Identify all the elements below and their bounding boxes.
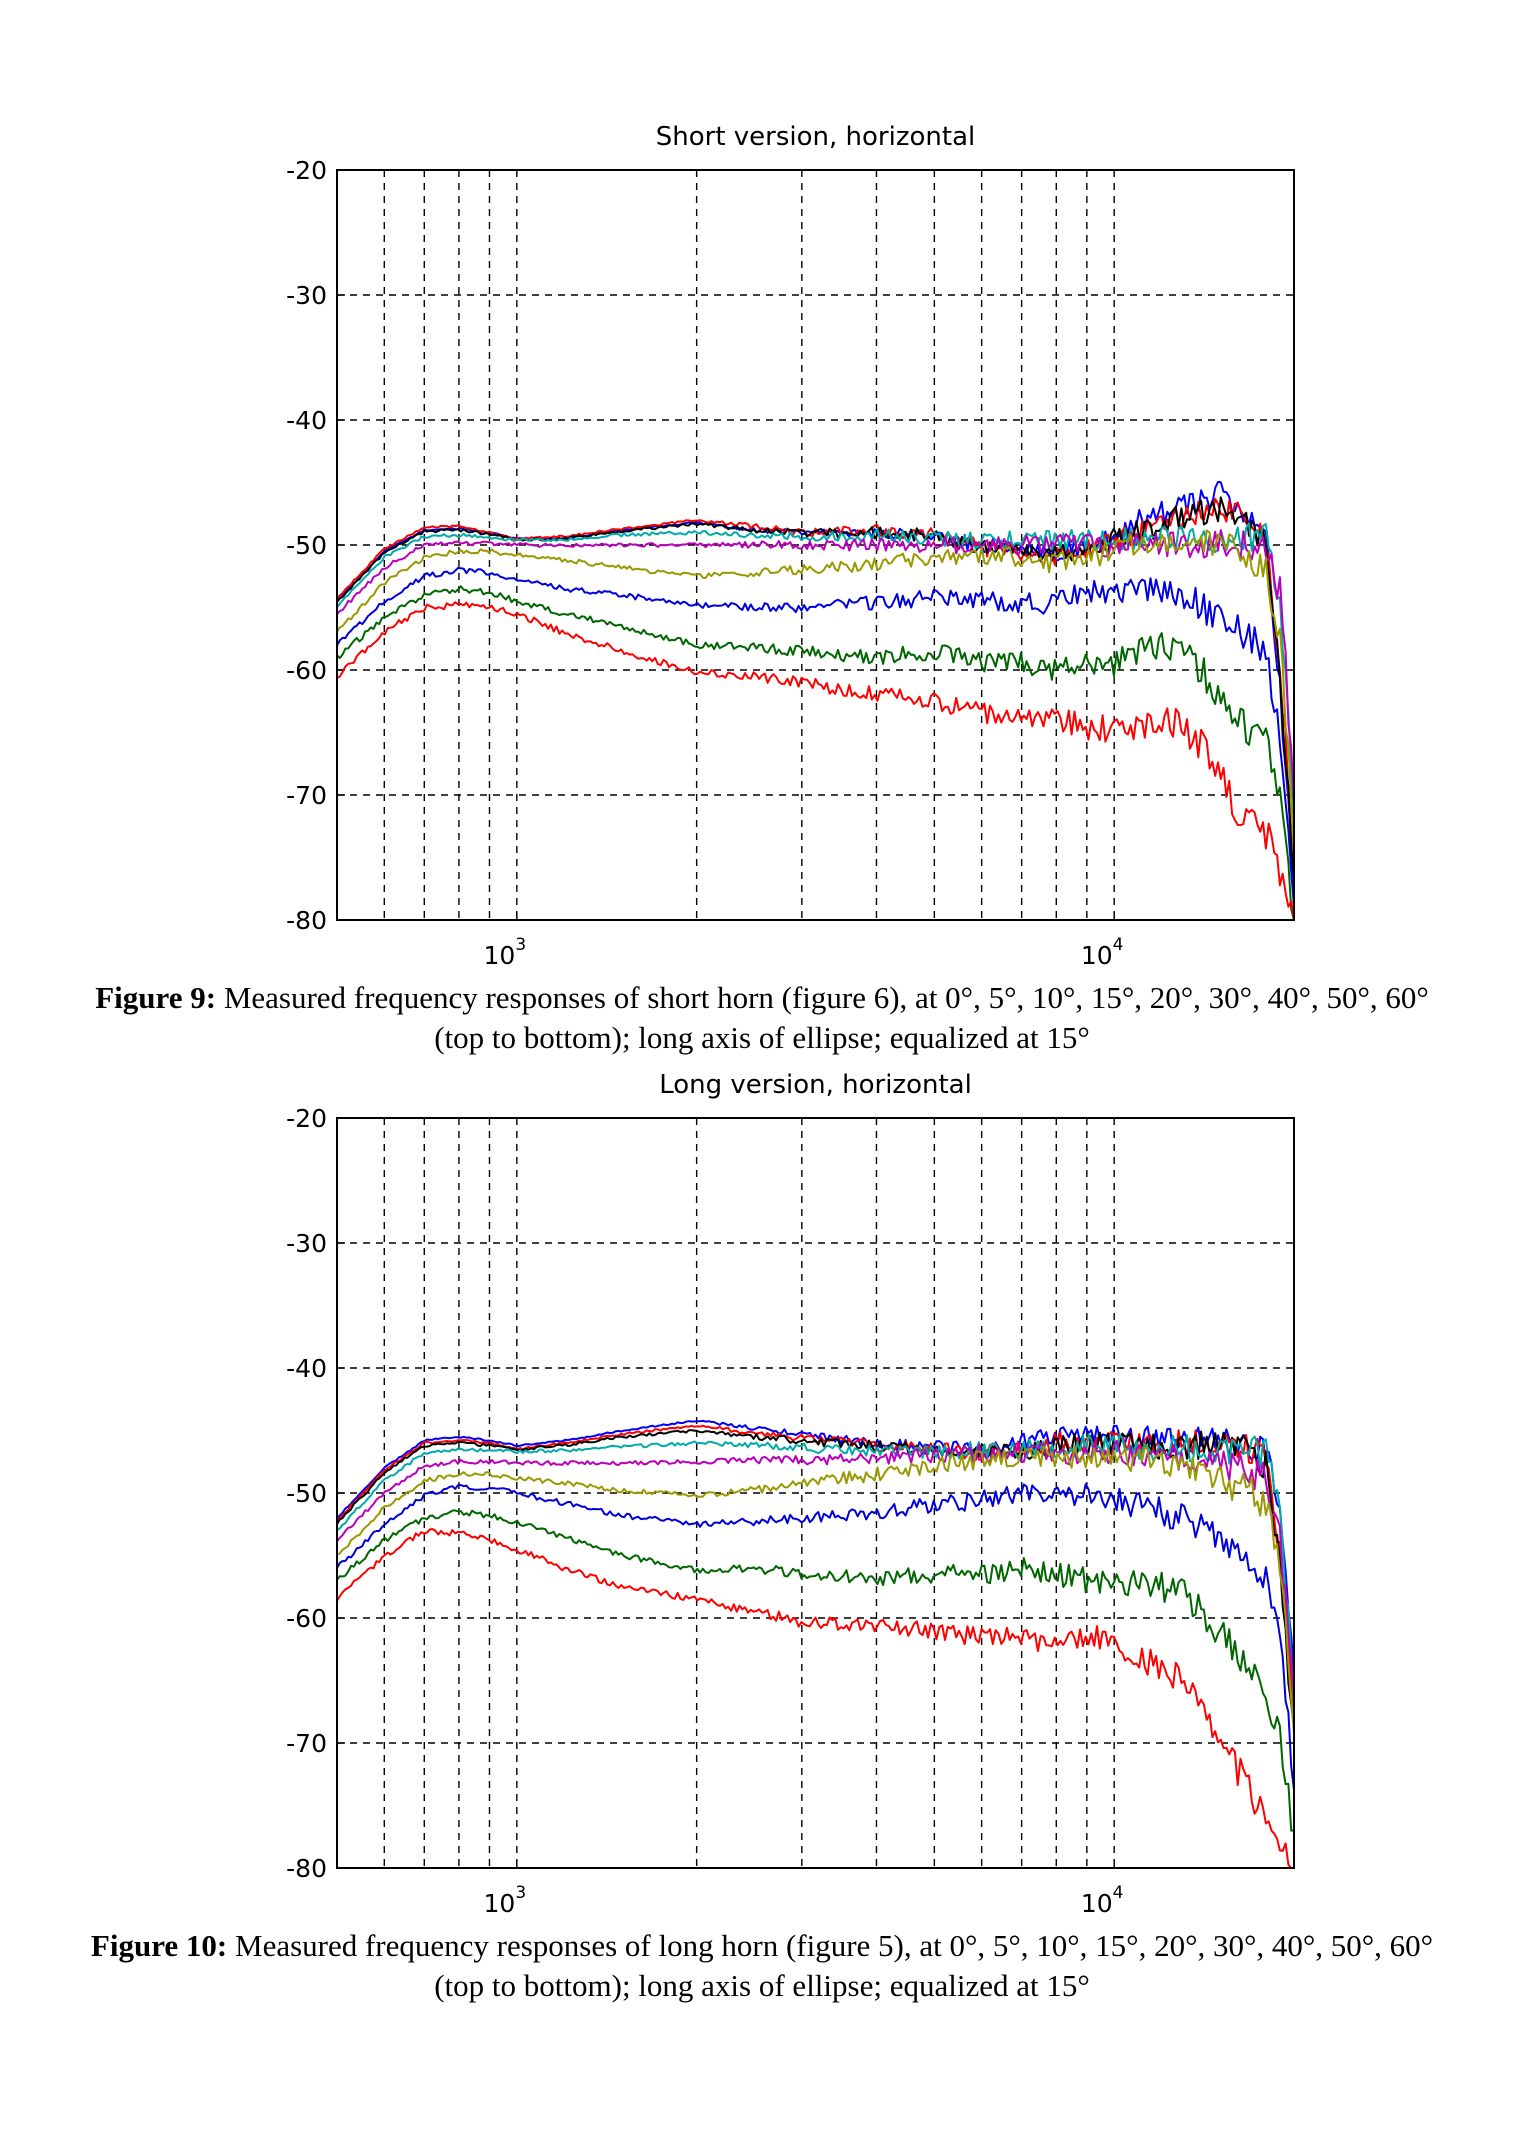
y-tick-label: -30 [286, 281, 327, 310]
y-tick-label: -40 [286, 406, 327, 435]
series-line-6 [336, 1445, 1295, 1730]
series-line-7 [336, 1483, 1295, 1791]
y-tick-label: -40 [286, 1354, 327, 1383]
figure-9-label: Figure 9: [95, 980, 217, 1015]
series-line-2 [336, 497, 1295, 874]
series-line-6 [336, 529, 1295, 858]
chart-title: Short version, horizontal [656, 122, 975, 152]
y-tick-label: -80 [286, 906, 327, 935]
y-tick-label: -80 [286, 1854, 327, 1883]
series-line-5 [336, 529, 1295, 804]
y-tick-label: -60 [286, 656, 327, 685]
y-tick-label: -70 [286, 781, 327, 810]
figure-9-caption: Figure 9: Measured frequency responses o… [90, 978, 1434, 1058]
figure-10-text: Measured frequency responses of long hor… [235, 1928, 1434, 2003]
plot-frame [336, 169, 1295, 921]
long-horn-chart: Long version, horizontal -20 -30 -40 -50 -60 -… [286, 1070, 1295, 1918]
chart-title: Long version, horizontal [659, 1070, 972, 1100]
figure-10-caption: Figure 10: Measured frequency responses … [90, 1926, 1434, 2006]
x-tick-label: 104 [1081, 1883, 1124, 1918]
series-line-3 [336, 496, 1295, 877]
short-horn-chart: Short version, horizontal -20 -30 -40 -50 -60… [286, 122, 1295, 970]
y-tick-label: -50 [286, 1479, 327, 1508]
figure-9-text: Measured frequency responses of short ho… [223, 980, 1429, 1055]
x-tick-label: 104 [1081, 935, 1124, 970]
x-tick-label: 103 [484, 1883, 527, 1918]
series-line-5 [336, 1440, 1295, 1695]
y-tick-label: -20 [286, 156, 327, 185]
series-line-9 [336, 1528, 1294, 1869]
series-line-4 [336, 1433, 1295, 1704]
y-tick-label: -50 [286, 531, 327, 560]
series-line-9 [336, 601, 1295, 921]
series-line-2 [336, 1424, 1295, 1734]
series-line-7 [336, 567, 1295, 907]
x-tick-label: 103 [484, 935, 527, 970]
series-line-8 [336, 1509, 1295, 1832]
y-tick-label: -30 [286, 1229, 327, 1258]
series-group [336, 480, 1295, 921]
figure-10-label: Figure 10: [90, 1928, 228, 1963]
series-line-4 [336, 522, 1295, 823]
plot-frame [336, 1117, 1295, 1869]
y-tick-label: -20 [286, 1104, 327, 1133]
y-tick-label: -70 [286, 1729, 327, 1758]
series-group [336, 1419, 1295, 1869]
y-tick-label: -60 [286, 1604, 327, 1633]
series-line-8 [336, 585, 1295, 921]
